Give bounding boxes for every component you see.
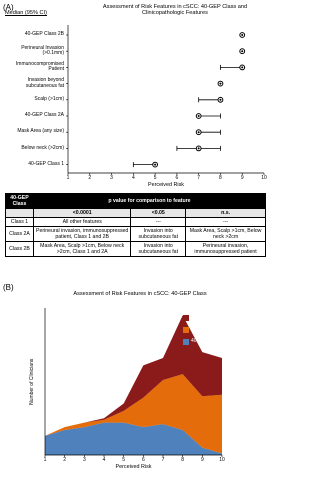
x-tick-label: 8 [181, 457, 185, 463]
legend-label: 40-GEP Class 2A [191, 326, 231, 332]
table-cell: All other features [32, 217, 132, 227]
x-tick-label: 4 [102, 457, 106, 463]
x-tick-label: 6 [141, 457, 145, 463]
x-tick-label: 2 [63, 457, 67, 463]
median-dot [241, 34, 244, 36]
x-tick-label: 7 [197, 175, 201, 181]
y-tick-label: Perineural Invasion (>0.1mm) [21, 44, 64, 57]
x-tick-label: 10 [219, 457, 225, 463]
chart-title: Assessment of Risk Features in cSCC: 40-… [102, 4, 248, 16]
median-dot [241, 66, 244, 69]
chart [44, 25, 265, 457]
median-dot [219, 82, 222, 85]
y-tick-label: Scalp (>1cm) [34, 95, 64, 102]
y-axis-title: Number of Clinicians [29, 358, 36, 405]
table-subheader: <0.05 [130, 208, 187, 218]
x-tick-label: 9 [200, 457, 204, 463]
x-tick-label: 4 [131, 175, 135, 181]
x-axis-title: Perceived Risk [148, 182, 184, 188]
x-tick-label: 8 [219, 175, 222, 181]
median-dot [197, 147, 200, 150]
y-tick-label: Mask Area (any size) [17, 128, 64, 135]
area [45, 374, 222, 454]
table-subheader: <0.0001 [32, 208, 132, 218]
table-cell: Invasion into subcutaneous fat [130, 226, 187, 242]
table-header: p value for comparison to feature [32, 193, 267, 209]
median-dot [197, 131, 200, 134]
y-tick-label: 40-GEP Class 1 [28, 160, 64, 167]
table-cell: Class 2B [5, 241, 34, 257]
y-tick-label: 40-GEP Class 2B [24, 31, 64, 38]
y-tick-label: Invasion beyond subcutaneous fat [25, 77, 64, 89]
x-axis-title: Perceived Risk [115, 464, 152, 470]
table-subheader: n.s. [185, 208, 266, 218]
table-cell: Invasion into subcutaneous fat [130, 241, 187, 257]
median-dot [241, 50, 244, 53]
table-cell: --- [130, 217, 187, 227]
table-cell: Class 2A [5, 226, 34, 242]
x-tick-label: 10 [261, 175, 267, 181]
area [45, 315, 222, 436]
median-dot [154, 163, 157, 166]
y-tick-label: Below neck (>2cm) [21, 144, 64, 151]
legend-swatch [183, 339, 189, 345]
x-tick-label: 1 [43, 457, 47, 463]
x-tick-label: 5 [153, 175, 157, 181]
median-dot [197, 115, 200, 117]
table-cell: Class 1 [5, 217, 34, 227]
chart-title: Assessment of Risk Features in cSCC: 40-… [73, 291, 207, 297]
panel-label: (A) [3, 3, 14, 12]
table-cell: Perineural invasion, immunosuppressed pa… [32, 226, 132, 242]
x-tick-label: 2 [88, 175, 92, 181]
y-tick-label: Immunocompromised Patient [15, 60, 64, 73]
area [45, 422, 222, 455]
p-value-table: 40-GEP Class p value for comparison to fe… [5, 193, 267, 257]
table-header: 40-GEP Class [5, 193, 34, 209]
x-tick-label: 7 [161, 457, 165, 463]
x-tick-label: 3 [82, 457, 86, 463]
x-tick-label: 1 [66, 175, 70, 181]
annotation: Median (95% CI) [5, 10, 47, 16]
y-tick-label: 40-GEP Class 2A [24, 112, 64, 119]
legend-swatch [183, 327, 189, 333]
legend-label: 40-GEP Class 2B [191, 314, 231, 320]
x-tick-label: 5 [122, 457, 126, 463]
median-dot [219, 98, 222, 101]
table-cell: Mask Area, Scalp >1cm, Below neck >2cm, … [32, 241, 132, 257]
legend-swatch [183, 315, 189, 321]
table-cell: Perineural invasion, immunosuppressed pa… [185, 241, 266, 257]
x-tick-label: 3 [110, 175, 113, 181]
table-cell [5, 208, 34, 218]
figure: 40-GEP Class p value for comparison to fe… [3, 3, 267, 470]
table-cell: Mask Area, Scalp >1cm, Below neck >2cm [185, 226, 266, 242]
x-tick-label: 9 [240, 175, 244, 181]
x-tick-label: 6 [175, 175, 179, 181]
table-cell: --- [185, 217, 266, 227]
legend-label: 40-GEP Class 1 [191, 338, 227, 344]
panel-label: (B) [3, 283, 14, 292]
